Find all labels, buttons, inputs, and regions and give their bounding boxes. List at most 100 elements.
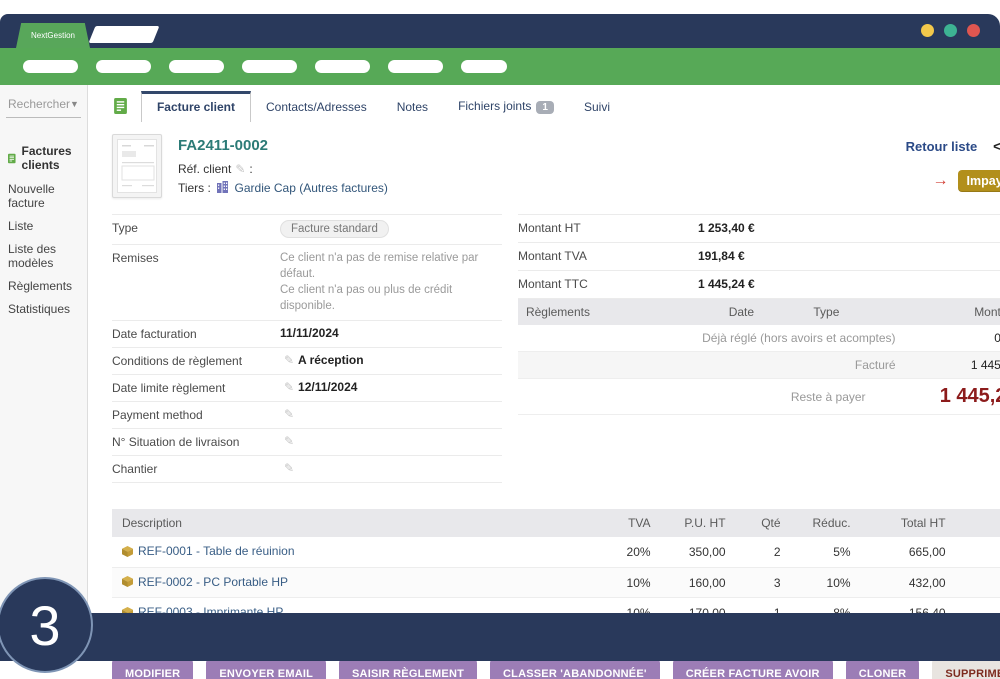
brand-tab[interactable]: NextGestion [16,23,90,48]
envoyer-email-button[interactable]: ENVOYER EMAIL [206,658,327,679]
menu-item-placeholder[interactable] [461,60,507,73]
property-label: Remises [111,251,159,265]
modifier-button[interactable]: MODIFIER [111,658,194,679]
window-controls [921,24,980,37]
menu-item-placeholder[interactable] [169,60,224,73]
lines-col-reduc: Réduc. [812,516,851,531]
property-label: Date facturation [111,327,197,342]
saisir-reglement-button[interactable]: SAISIR RÈGLEMENT [339,658,478,679]
property-label: Payment method [111,408,203,423]
product-label: REF-0001 - Table de réuinion [137,544,295,559]
type-badge: Facture standard [279,220,389,238]
payments-col-montant: Montant [974,305,1000,319]
billed-row: Facturé 1 445,24 [517,352,1000,379]
product-link[interactable]: REF-0002 - PC Portable HP [121,574,289,589]
ref-client-colon: : [249,162,253,177]
edit-pencil-icon[interactable]: ✎ [283,434,295,449]
search-placeholder: Rechercher [8,97,71,111]
line-pu: 160,00 [688,575,726,590]
property-label: Chantier [111,462,158,477]
sidebar-item-nouvelle-facture[interactable]: Nouvelle facture [8,182,55,210]
sidebar-section-factures-clients[interactable]: Factures clients [0,138,87,178]
edit-pencil-icon[interactable]: ✎ [283,407,295,422]
tiers-row: Tiers : Gardie Cap (Autres factures) [178,179,388,198]
payments-col-reglements: Règlements [525,305,590,319]
property-row-conditions-reglement: Conditions de règlement ✎ A réception [111,348,502,376]
invoice-banner: FA2411-0002 Réf. client ✎: Tiers : [111,134,1000,198]
billed-label: Facturé [854,358,896,372]
main-content: Facture client Contacts/Adresses Notes F… [87,85,1000,679]
line-qty: 2 [773,545,781,560]
tab-suivi[interactable]: Suivi [583,100,610,114]
invoice-icon [114,98,127,114]
tiers-label: Tiers : [177,180,211,195]
lines-col-pu-ht: P.U. HT [684,516,726,531]
window-dot-close[interactable] [967,24,980,37]
edit-pencil-icon[interactable]: ✎ [283,380,295,395]
amount-value: 191,84 € [697,249,745,263]
previous-record-chevron[interactable]: < [993,138,1000,154]
banner-right: Retour liste < > → Impayée [906,134,1000,198]
ref-client-row: Réf. client ✎: [178,160,388,179]
back-to-list-link[interactable]: Retour liste [905,138,978,154]
invoice-properties-table: Type Facture standard Remises Ce client … [111,214,502,484]
amount-label: Montant TVA [517,249,587,263]
creer-facture-avoir-button[interactable]: CRÉER FACTURE AVOIR [672,658,833,679]
property-label: N° Situation de livraison [111,435,240,450]
window-dot-maximize[interactable] [944,24,957,37]
sidebar-item-liste-des-modeles[interactable]: Liste des modèles [8,242,57,270]
product-label: REF-0002 - PC Portable HP [137,574,289,589]
menu-item-placeholder[interactable] [242,60,297,73]
line-reduc: 10% [826,575,851,590]
table-row: REF-0001 - Table de réuinion 20% 350,00 … [111,537,1000,568]
lines-col-description: Description [121,516,182,531]
tab-notes[interactable]: Notes [396,100,429,114]
search-input[interactable]: Rechercher ▼ [6,93,81,118]
page-number-circle: 3 [0,577,93,673]
billed-value: 1 445,24 [970,358,1000,372]
browser-tab-placeholder[interactable] [88,26,160,43]
invoice-thumbnail[interactable] [111,134,162,198]
product-link[interactable]: REF-0001 - Table de réuinion [121,544,295,559]
attachment-count-badge: 1 [536,101,554,114]
sidebar-item-reglements[interactable]: Règlements [8,279,73,293]
tab-fichiers-joints[interactable]: Fichiers joints 1 [443,91,569,122]
property-label: Conditions de règlement [111,354,243,369]
menu-item-placeholder[interactable] [388,60,443,73]
edit-pencil-icon[interactable]: ✎ [235,162,246,177]
lines-col-total-ht: Total HT [900,516,946,531]
status-arrow-icon: → [932,172,949,189]
amount-row-tva: Montant TVA 191,84 € [517,243,1000,271]
edit-pencil-icon[interactable]: ✎ [283,461,295,476]
property-label: Type [111,221,138,235]
property-row-remises: Remises Ce client n'a pas de remise rela… [111,245,502,322]
product-cube-icon [121,545,133,557]
main-menubar [0,48,1000,85]
browser-titlebar: NextGestion [0,14,1000,48]
line-total: 432,00 [908,575,946,590]
menu-item-placeholder[interactable] [96,60,151,73]
menu-item-placeholder[interactable] [23,60,78,73]
sidebar-item-statistiques[interactable]: Statistiques [8,302,71,316]
tab-facture-client[interactable]: Facture client [140,91,251,122]
classer-abandonnee-button[interactable]: CLASSER 'ABANDONNÉE' [490,658,660,679]
line-reduc: 5% [833,545,851,560]
line-tva: 10% [626,575,651,590]
sidebar-item-liste[interactable]: Liste [8,219,34,233]
property-row-payment-method: Payment method ✎ [111,402,502,430]
supprimer-button[interactable]: SUPPRIMER [932,658,1000,679]
lines-col-qte: Qté [761,516,781,531]
edit-pencil-icon[interactable]: ✎ [283,353,295,368]
sidebar: Rechercher ▼ Factures clients Nouvelle f… [0,85,88,613]
tab-contacts-adresses[interactable]: Contacts/Adresses [265,100,367,114]
tiers-link[interactable]: Gardie Cap (Autres factures) [234,180,388,195]
invoice-icon [8,153,16,163]
line-tva: 20% [626,545,651,560]
property-row-type: Type Facture standard [111,214,502,245]
window-dot-minimize[interactable] [921,24,934,37]
property-row-date-limite: Date limite règlement ✎ 12/11/2024 [111,375,502,403]
menu-item-placeholder[interactable] [315,60,370,73]
cloner-button[interactable]: CLONER [845,658,920,679]
already-paid-value: 0,00 [994,331,1000,345]
